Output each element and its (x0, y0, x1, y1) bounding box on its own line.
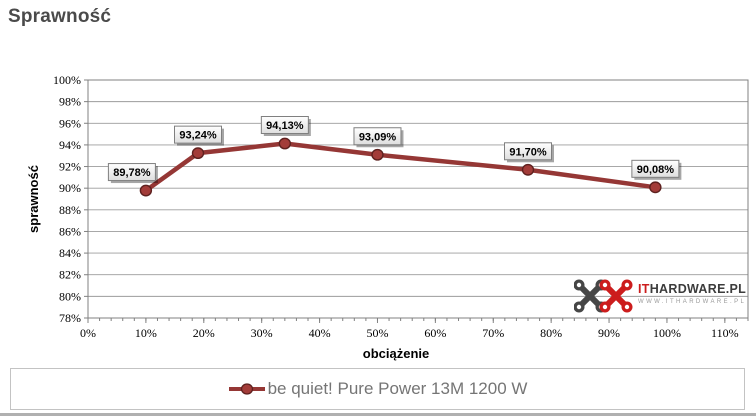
watermark-url: WWW.ITHARDWARE.PL (638, 298, 747, 305)
data-label: 93,09% (359, 131, 397, 143)
data-label-box (174, 125, 222, 144)
data-label: 93,24% (179, 130, 217, 142)
x-axis-title: obciążenie (363, 346, 429, 361)
data-point-marker (649, 181, 662, 194)
y-tick-label: 82% (59, 268, 81, 282)
data-point-marker (191, 147, 205, 160)
y-tick-label: 100% (53, 73, 81, 87)
data-label-box (260, 116, 309, 135)
ithardware-logo-icon (574, 279, 633, 313)
data-point-marker (521, 163, 535, 176)
x-tick-label: 30% (251, 326, 273, 340)
data-label: 89,78% (113, 167, 151, 179)
y-tick-label: 98% (59, 95, 81, 109)
bottom-border (0, 413, 756, 416)
plot-area: 100% 98% 96% 94% 92% 90% 88% 86% 84% 82% 80% 78%0% 1… (26, 73, 749, 361)
legend-series-label: be quiet! Pure Power 13M 1200 W (267, 379, 528, 398)
y-axis-title: sprawność (26, 165, 41, 233)
x-tick-label: 100% (653, 326, 681, 340)
y-tick-label: 86% (59, 224, 81, 238)
data-label-box (107, 163, 156, 182)
x-tick-label: 20% (193, 326, 215, 340)
data-point-marker (139, 184, 153, 197)
y-tick-label: 94% (59, 138, 81, 152)
x-tick-label: 70% (482, 326, 504, 340)
series-line (143, 141, 658, 193)
x-tick-label: 80% (540, 326, 562, 340)
x-tick-label: 110% (711, 326, 739, 340)
data-label-box (504, 142, 552, 161)
data-label-box (353, 127, 402, 146)
data-label: 90,08% (637, 164, 675, 176)
data-label: 94,13% (266, 120, 304, 132)
y-tick-label: 92% (59, 160, 81, 174)
plot-background (88, 80, 748, 318)
data-point-marker (278, 137, 292, 150)
x-tick-label: 50% (366, 326, 388, 340)
x-tick-label: 10% (135, 326, 157, 340)
data-point-marker (371, 148, 384, 161)
y-tick-label: 78% (59, 311, 81, 325)
y-tick-label: 90% (59, 181, 81, 195)
chart-title: Sprawność (8, 6, 112, 27)
legend: be quiet! Pure Power 13M 1200 W (10, 368, 745, 410)
watermark: ITHARDWARE.PL WWW.ITHARDWARE.PL (574, 274, 750, 318)
legend-series-marker-icon (228, 383, 265, 395)
x-tick-label: 90% (598, 326, 620, 340)
y-tick-label: 80% (59, 289, 81, 303)
data-label-box (631, 159, 680, 178)
x-tick-label: 60% (424, 326, 446, 340)
y-tick-label: 88% (59, 203, 81, 217)
plot-border (87, 79, 749, 319)
data-label: 91,70% (509, 146, 547, 158)
y-tick-label: 84% (59, 246, 81, 260)
x-tick-label: 40% (309, 326, 331, 340)
y-tick-label: 96% (59, 116, 81, 130)
x-tick-label: 0% (80, 326, 96, 340)
watermark-brand: ITHARDWARE.PL (638, 282, 747, 296)
